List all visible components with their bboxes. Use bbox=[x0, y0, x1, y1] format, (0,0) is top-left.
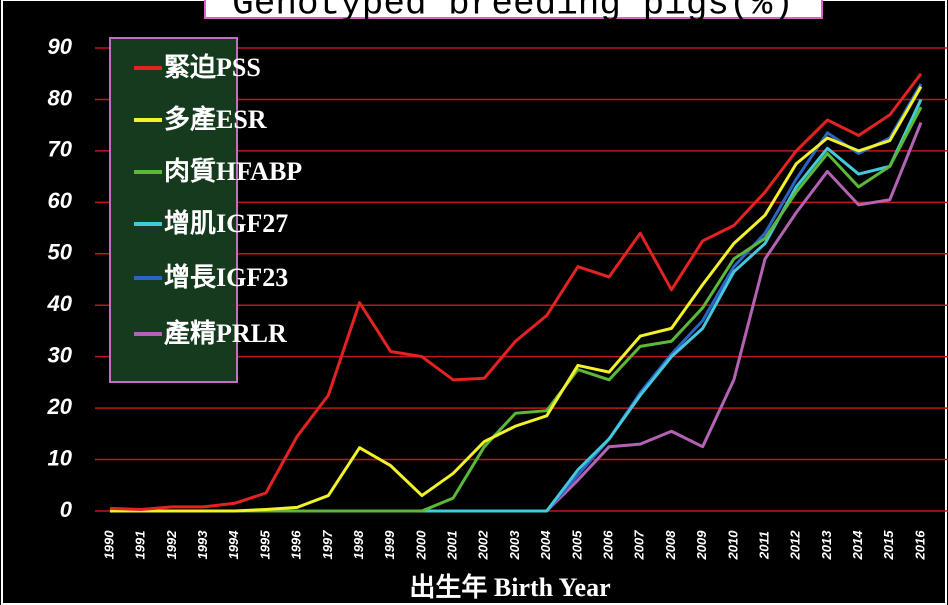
x-tick-label: 1996 bbox=[289, 530, 304, 560]
y-tick-label: 50 bbox=[48, 240, 73, 265]
x-tick-label: 2015 bbox=[881, 530, 896, 561]
chart-title: Genotyped breeding pigs(%) bbox=[232, 0, 794, 25]
y-tick-label: 30 bbox=[48, 342, 73, 367]
x-tick-label: 1991 bbox=[133, 531, 148, 560]
x-tick-label: 1994 bbox=[226, 530, 241, 560]
x-tick-label: 2005 bbox=[569, 530, 584, 561]
legend-label: 肉質HFABP bbox=[164, 157, 302, 186]
x-tick-label: 2013 bbox=[819, 530, 834, 561]
title-box bbox=[204, 0, 823, 19]
legend: 緊迫PSS 多產ESR 肉質HFABP 增肌IGF27 增長IGF23 產精PRLR bbox=[134, 53, 302, 348]
y-tick-label: 60 bbox=[48, 188, 73, 213]
x-tick-label: 2002 bbox=[476, 530, 491, 561]
y-tick-label: 10 bbox=[48, 445, 73, 470]
x-tick-label: 2003 bbox=[507, 530, 522, 561]
legend-box bbox=[109, 37, 238, 383]
y-tick-label: 70 bbox=[48, 137, 73, 162]
x-tick-label: 2009 bbox=[694, 530, 709, 561]
x-tick-label: 2007 bbox=[632, 530, 647, 561]
x-tick-label: 1997 bbox=[320, 530, 335, 560]
x-tick-label: 2001 bbox=[445, 531, 460, 561]
y-tick-label: 20 bbox=[47, 394, 73, 419]
plot bbox=[109, 72, 923, 513]
x-tick-label: 2010 bbox=[725, 530, 740, 561]
x-tick-label: 2008 bbox=[663, 530, 678, 561]
y-tick-label: 80 bbox=[48, 85, 73, 110]
y-tick-label: 40 bbox=[47, 291, 73, 316]
legend-label: 增長IGF23 bbox=[164, 262, 288, 292]
x-tick-label: 2004 bbox=[538, 530, 553, 561]
series-line bbox=[109, 72, 923, 511]
legend-label: 多產ESR bbox=[164, 104, 267, 134]
x-tick-label: 1990 bbox=[101, 530, 116, 560]
legend-label: 增肌IGF27 bbox=[164, 208, 288, 238]
x-tick-label: 2014 bbox=[850, 530, 865, 561]
series-line bbox=[110, 85, 923, 513]
y-tick-label: 0 bbox=[60, 497, 73, 522]
x-tick-label: 2011 bbox=[756, 531, 771, 560]
x-tick-label: 1992 bbox=[164, 530, 179, 560]
legend-label: 緊迫PSS bbox=[164, 53, 261, 82]
x-tick-label: 2006 bbox=[601, 530, 616, 561]
y-tick-label: 90 bbox=[48, 34, 73, 59]
legend-label: 產精PRLR bbox=[164, 318, 287, 348]
x-tick-label: 2012 bbox=[788, 530, 803, 561]
x-tick-label: 1998 bbox=[351, 530, 366, 560]
x-tick-label: 2000 bbox=[413, 530, 428, 561]
x-tick-label: 2016 bbox=[912, 530, 927, 561]
x-axis-label: 出生年 Birth Year bbox=[409, 572, 610, 602]
x-tick-label: 1999 bbox=[382, 530, 397, 560]
x-tick-label: 1995 bbox=[257, 530, 272, 560]
x-tick-label: 1993 bbox=[195, 530, 210, 560]
